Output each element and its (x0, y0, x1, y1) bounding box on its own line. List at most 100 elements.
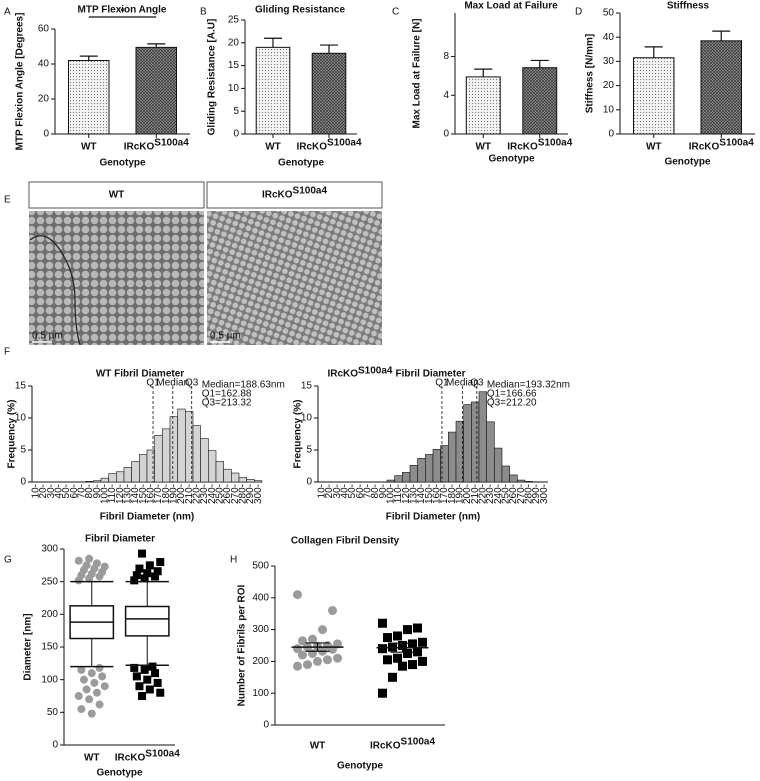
y-axis-label: Gliding Resistance [A.U] (207, 19, 218, 136)
bar (177, 408, 186, 483)
y-tick-label: 100 (41, 674, 58, 685)
x-tick-label: 70- (362, 484, 373, 498)
bar (386, 479, 395, 483)
x-tick-label: 100- (385, 484, 396, 504)
bar (162, 428, 171, 483)
quartile-label: Q1 (435, 378, 449, 389)
bar (465, 76, 501, 135)
x-tick-label: WT (265, 142, 281, 153)
x-tick-label: 150- (424, 484, 435, 504)
bar (68, 60, 110, 135)
y-tick-label: 250 (41, 576, 58, 587)
image-label: IRcKO (262, 190, 293, 201)
data-point (383, 655, 392, 665)
stats-label: Median=188.63nm (202, 380, 285, 391)
x-axis-label: Genotype (96, 768, 143, 779)
data-point (398, 661, 407, 671)
bar (633, 57, 675, 135)
bar (501, 465, 510, 483)
y-tick-label: 400 (252, 592, 269, 603)
x-tick-superscript: S100a4 (154, 138, 189, 149)
x-tick-label: 80- (370, 484, 381, 498)
bar (108, 473, 117, 483)
data-point (92, 688, 101, 697)
chart-title: Fibril Diameter (85, 534, 155, 545)
y-tick-label: 8 (443, 51, 449, 62)
data-point (393, 631, 402, 641)
chart-title: MTP Flexion Angle (78, 5, 167, 16)
x-axis-label: Genotype (664, 157, 711, 168)
y-tick-label: 300 (252, 624, 269, 635)
x-tick-label: 240- (493, 484, 504, 504)
data-point (303, 660, 312, 670)
x-tick-label: WT (81, 142, 97, 153)
bar (311, 52, 347, 135)
chart-title: IRcKO (327, 369, 358, 380)
data-point (156, 688, 165, 697)
y-axis-label: MTP Flexion Angle [Degrees] (15, 13, 26, 151)
box (124, 605, 170, 637)
bar (100, 477, 109, 483)
stats-label: Q1=162.88 (202, 389, 252, 400)
x-tick-label: 230- (199, 484, 210, 504)
y-tick-label: 150 (41, 642, 58, 653)
y-tick-label: 5 (233, 106, 239, 117)
y-tick-label: 200 (41, 609, 58, 620)
crack (29, 235, 81, 346)
x-tick-label: 60- (69, 484, 80, 498)
data-point (308, 634, 317, 644)
data-point (308, 648, 317, 658)
x-tick-label: 40- (53, 484, 64, 498)
x-tick-superscript: S100a4 (327, 138, 362, 149)
data-point (132, 571, 141, 580)
x-tick-label: 130- (408, 484, 419, 504)
x-axis-label: Genotype (99, 158, 146, 169)
data-point (151, 572, 160, 581)
quartile-label: Median (156, 378, 189, 389)
x-tick-label: 20- (38, 484, 49, 498)
data-point (328, 606, 337, 616)
panel-letter: F (4, 347, 10, 358)
x-tick-label: 20- (324, 484, 335, 498)
x-tick-label: 10- (316, 484, 327, 498)
data-point (135, 564, 144, 573)
bar (85, 481, 94, 483)
x-tick-label: 110- (393, 484, 404, 503)
x-tick-superscript: S100a4 (719, 138, 754, 149)
bar (169, 416, 178, 483)
y-tick-label: 20 (603, 80, 615, 91)
chart-title-superscript: S100a4 (358, 366, 393, 377)
x-tick-label: IRcKO (115, 753, 146, 764)
y-tick-label: 15 (301, 381, 313, 392)
data-point (318, 625, 327, 635)
data-point (82, 685, 91, 694)
bar (522, 67, 558, 135)
data-point (393, 653, 402, 663)
x-tick-label: 220- (477, 484, 488, 504)
bar (200, 438, 209, 483)
y-tick-label: 20 (228, 37, 240, 48)
bar (478, 391, 487, 483)
data-point (77, 705, 86, 714)
data-point (148, 662, 157, 671)
x-tick-label: 70- (76, 484, 87, 498)
data-point (418, 656, 427, 666)
x-tick-label: 120- (115, 484, 126, 504)
x-tick-label: 10- (30, 484, 41, 498)
data-point (298, 636, 307, 646)
y-axis-label: Max Load at Failure [N] (412, 18, 423, 128)
bar (425, 454, 434, 483)
data-point (140, 665, 149, 674)
x-tick-label: 220- (191, 484, 202, 504)
x-axis-label: Genotype (337, 761, 384, 772)
panel-letter: C (392, 7, 399, 18)
x-tick-superscript: S100a4 (401, 737, 436, 748)
x-tick-label: IRcKO (124, 142, 155, 153)
chart-title: Gliding Resistance (255, 5, 345, 16)
x-tick-label: 260- (222, 484, 233, 504)
x-tick-label: 190- (454, 484, 465, 504)
data-point (408, 639, 417, 649)
data-point (293, 661, 302, 671)
y-tick-label: 0 (233, 129, 239, 140)
x-tick-label: 280- (237, 484, 248, 504)
